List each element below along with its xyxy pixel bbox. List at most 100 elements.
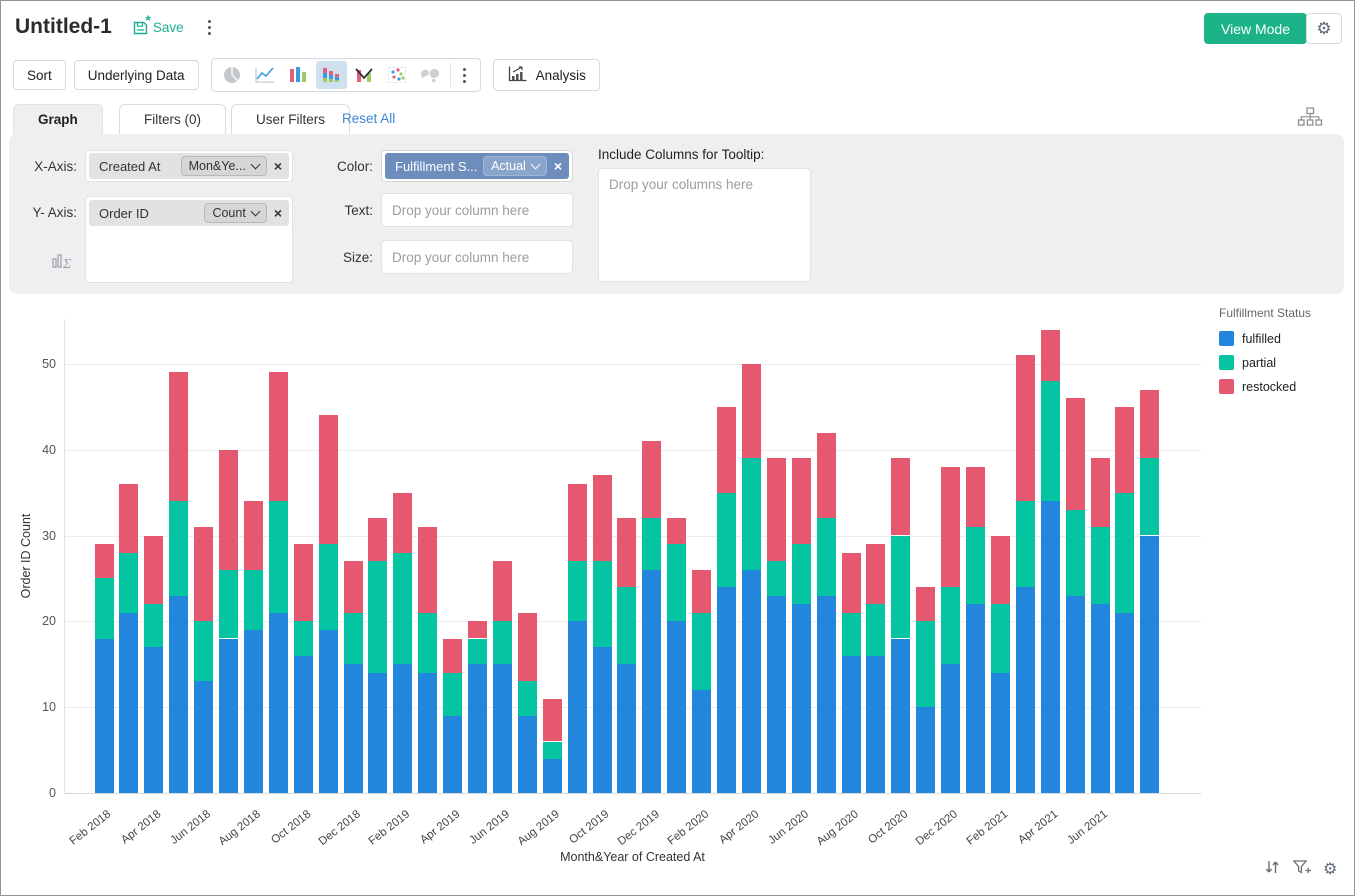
bar-segment-restocked[interactable] [1091,458,1110,527]
add-filter-icon[interactable] [1292,858,1312,881]
bar-segment-fulfilled[interactable] [244,630,263,793]
bar-segment-restocked[interactable] [1041,330,1060,381]
bar-segment-partial[interactable] [717,493,736,587]
bar-segment-partial[interactable] [891,536,910,639]
bar-segment-partial[interactable] [1066,510,1085,596]
bar-segment-partial[interactable] [866,604,885,655]
sort-order-icon[interactable] [1263,858,1281,881]
bar-segment-restocked[interactable] [244,501,263,570]
bar-segment-fulfilled[interactable] [144,647,163,793]
legend-item-restocked[interactable]: restocked [1219,379,1349,394]
bar-segment-partial[interactable] [543,742,562,759]
bar-segment-partial[interactable] [617,587,636,664]
bar-segment-partial[interactable] [319,544,338,630]
bar-segment-partial[interactable] [941,587,960,664]
bar-segment-partial[interactable] [144,604,163,647]
bar-segment-partial[interactable] [194,621,213,681]
bar-segment-restocked[interactable] [667,518,686,544]
bar-segment-fulfilled[interactable] [95,639,114,793]
bar-segment-restocked[interactable] [219,450,238,570]
bar-segment-restocked[interactable] [393,493,412,553]
bar-segment-restocked[interactable] [568,484,587,561]
bar-segment-restocked[interactable] [891,458,910,535]
bar-segment-fulfilled[interactable] [966,604,985,793]
bar-segment-restocked[interactable] [1115,407,1134,493]
bar-segment-partial[interactable] [792,544,811,604]
bar-segment-partial[interactable] [119,553,138,613]
bar-segment-partial[interactable] [916,621,935,707]
bar-segment-restocked[interactable] [692,570,711,613]
legend-item-fulfilled[interactable]: fulfilled [1219,331,1349,346]
bar-segment-partial[interactable] [344,613,363,664]
bar-segment-restocked[interactable] [866,544,885,604]
bar-segment-restocked[interactable] [493,561,512,621]
bar-segment-restocked[interactable] [319,415,338,544]
bar-segment-partial[interactable] [692,613,711,690]
bar-segment-fulfilled[interactable] [916,707,935,793]
bar-segment-fulfilled[interactable] [1016,587,1035,793]
bar-segment-fulfilled[interactable] [667,621,686,793]
bar-segment-fulfilled[interactable] [468,664,487,793]
bar-segment-restocked[interactable] [792,458,811,544]
bar-segment-fulfilled[interactable] [717,587,736,793]
bar-segment-fulfilled[interactable] [319,630,338,793]
bar-segment-fulfilled[interactable] [1115,613,1134,793]
bar-segment-partial[interactable] [1016,501,1035,587]
bar-segment-fulfilled[interactable] [194,681,213,793]
bar-segment-partial[interactable] [518,681,537,715]
bar-segment-partial[interactable] [593,561,612,647]
legend-item-partial[interactable]: partial [1219,355,1349,370]
bar-segment-partial[interactable] [169,501,188,595]
bar-segment-partial[interactable] [493,621,512,664]
bar-segment-restocked[interactable] [916,587,935,621]
bar-segment-partial[interactable] [95,578,114,638]
bar-segment-restocked[interactable] [1066,398,1085,510]
bar-segment-restocked[interactable] [443,639,462,673]
bar-segment-restocked[interactable] [767,458,786,561]
bar-segment-fulfilled[interactable] [842,656,861,793]
bar-segment-fulfilled[interactable] [792,604,811,793]
bar-segment-fulfilled[interactable] [692,690,711,793]
bar-segment-fulfilled[interactable] [1091,604,1110,793]
bar-segment-partial[interactable] [393,553,412,665]
bar-segment-fulfilled[interactable] [443,716,462,793]
bar-segment-restocked[interactable] [817,433,836,519]
bar-segment-fulfilled[interactable] [742,570,761,793]
bar-segment-restocked[interactable] [842,553,861,613]
bar-segment-partial[interactable] [269,501,288,613]
bar-segment-partial[interactable] [468,639,487,665]
bar-segment-partial[interactable] [1140,458,1159,535]
bar-segment-restocked[interactable] [144,536,163,605]
bar-segment-restocked[interactable] [642,441,661,518]
bar-segment-fulfilled[interactable] [767,596,786,793]
bar-segment-restocked[interactable] [269,372,288,501]
chart-settings-icon[interactable]: ⚙ [1323,862,1337,878]
bar-segment-restocked[interactable] [1016,355,1035,501]
bar-segment-partial[interactable] [991,604,1010,673]
bar-segment-partial[interactable] [767,561,786,595]
bar-segment-restocked[interactable] [418,527,437,613]
bar-segment-restocked[interactable] [742,364,761,458]
bar-segment-restocked[interactable] [593,475,612,561]
bar-segment-partial[interactable] [966,527,985,604]
bar-segment-restocked[interactable] [941,467,960,587]
bar-segment-fulfilled[interactable] [642,570,661,793]
bar-segment-partial[interactable] [1041,381,1060,501]
bar-segment-fulfilled[interactable] [817,596,836,793]
bar-segment-fulfilled[interactable] [269,613,288,793]
bar-segment-restocked[interactable] [468,621,487,638]
bar-segment-fulfilled[interactable] [119,613,138,793]
bar-segment-restocked[interactable] [119,484,138,553]
bar-segment-restocked[interactable] [344,561,363,612]
bar-segment-partial[interactable] [244,570,263,630]
bar-segment-partial[interactable] [294,621,313,655]
bar-segment-fulfilled[interactable] [891,639,910,793]
bar-segment-partial[interactable] [568,561,587,621]
bar-segment-restocked[interactable] [169,372,188,501]
bar-segment-partial[interactable] [443,673,462,716]
bar-segment-fulfilled[interactable] [1140,536,1159,793]
bar-segment-restocked[interactable] [194,527,213,621]
bar-segment-fulfilled[interactable] [941,664,960,793]
bar-segment-fulfilled[interactable] [418,673,437,793]
bar-segment-partial[interactable] [219,570,238,639]
